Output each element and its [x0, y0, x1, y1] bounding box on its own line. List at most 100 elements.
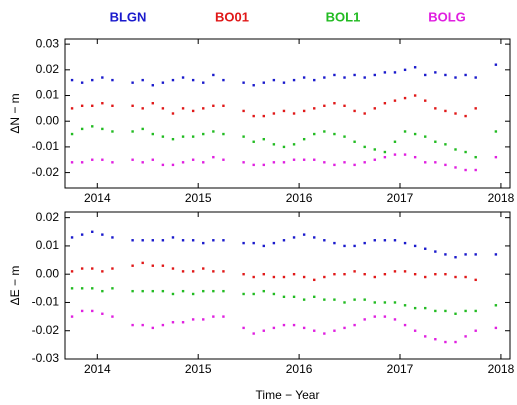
point	[323, 275, 326, 279]
point	[161, 323, 165, 327]
point	[403, 304, 407, 307]
point	[383, 150, 387, 154]
x-tick-label: 2014	[84, 191, 111, 205]
point	[363, 145, 366, 149]
point	[393, 301, 397, 304]
x-tick-label: 2015	[185, 191, 212, 205]
point	[393, 140, 397, 143]
point	[70, 287, 74, 290]
point	[292, 272, 296, 276]
point	[373, 315, 376, 318]
point	[373, 107, 376, 110]
point	[272, 275, 276, 279]
point	[161, 163, 165, 167]
point	[333, 329, 336, 332]
point	[252, 163, 255, 167]
point	[353, 163, 356, 167]
point	[413, 272, 417, 276]
point	[181, 76, 185, 79]
point	[464, 309, 467, 313]
point	[101, 233, 104, 236]
point	[252, 275, 255, 279]
point	[202, 132, 205, 136]
point	[494, 130, 498, 133]
point	[171, 137, 175, 141]
point	[444, 253, 447, 256]
point	[464, 253, 467, 256]
point	[424, 275, 427, 279]
point	[292, 78, 296, 82]
point	[413, 66, 417, 69]
point	[151, 102, 154, 105]
point	[181, 107, 185, 110]
point	[111, 267, 114, 270]
point	[262, 289, 265, 293]
point	[494, 253, 498, 256]
point	[242, 292, 245, 296]
point	[302, 109, 306, 113]
point	[91, 125, 94, 128]
point	[161, 264, 165, 267]
point	[191, 270, 195, 273]
point	[212, 315, 215, 318]
x-axis-label: Time − Year	[256, 388, 320, 402]
point	[413, 94, 417, 97]
point	[202, 289, 205, 293]
point	[181, 161, 185, 164]
point	[80, 233, 84, 236]
point	[171, 78, 175, 82]
point	[242, 326, 245, 330]
point	[222, 158, 225, 161]
point	[272, 78, 276, 82]
point	[424, 306, 427, 310]
point	[70, 132, 74, 136]
point	[434, 272, 437, 276]
point	[413, 132, 417, 136]
point	[70, 236, 74, 239]
point	[282, 275, 286, 279]
point	[343, 301, 346, 304]
point	[141, 78, 144, 82]
point	[302, 298, 306, 301]
point	[181, 239, 185, 242]
point	[272, 112, 276, 115]
point	[464, 168, 467, 172]
x-tick-label: 2017	[387, 191, 414, 205]
point	[181, 270, 185, 273]
point	[131, 239, 134, 242]
y-tick-label: 0.01	[36, 88, 60, 102]
point	[282, 239, 286, 242]
point	[424, 161, 427, 164]
point	[494, 326, 498, 330]
point	[333, 298, 336, 301]
point	[70, 315, 74, 318]
point	[111, 130, 114, 133]
point	[363, 76, 366, 79]
point	[363, 112, 366, 115]
point	[373, 148, 376, 151]
point	[80, 309, 84, 313]
point	[101, 102, 104, 105]
point	[323, 104, 326, 107]
point	[292, 323, 296, 327]
point	[101, 127, 104, 131]
point	[343, 244, 346, 248]
point	[151, 132, 154, 136]
point	[262, 163, 265, 167]
point	[272, 161, 276, 164]
point	[363, 318, 366, 321]
point	[474, 168, 477, 172]
point	[383, 71, 387, 74]
point	[131, 81, 134, 84]
point	[212, 130, 215, 133]
point	[111, 78, 114, 82]
point	[353, 109, 356, 113]
point	[151, 289, 154, 293]
point	[181, 321, 185, 324]
point	[272, 292, 276, 296]
point	[353, 298, 356, 301]
y-tick-label: 0.00	[36, 113, 60, 127]
point	[191, 78, 195, 82]
point	[302, 275, 306, 279]
point	[434, 107, 437, 110]
